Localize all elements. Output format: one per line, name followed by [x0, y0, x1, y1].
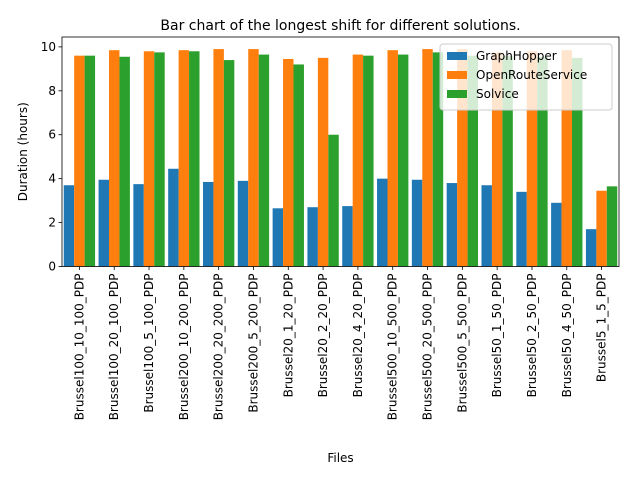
bar-openrouteservice [387, 50, 398, 267]
x-tick-label: Brussel500_20_500_PDP [421, 274, 435, 421]
bar-solvice [84, 55, 96, 267]
bar-openrouteservice [143, 51, 155, 267]
x-tick-label: Brussel20_1_20_PDP [281, 274, 295, 398]
bar-solvice [293, 64, 304, 267]
legend-swatch [447, 90, 467, 98]
bar-graphhopper [272, 208, 284, 267]
y-tick-label: 2 [48, 216, 56, 230]
bar-openrouteservice [283, 58, 294, 267]
bar-graphhopper [516, 191, 527, 267]
x-tick-label: Brussel500_10_500_PDP [386, 274, 400, 421]
y-tick-label: 0 [48, 260, 56, 274]
legend-label: OpenRouteService [476, 68, 587, 82]
y-tick-label: 8 [48, 84, 56, 98]
bar-graphhopper [411, 179, 423, 267]
x-tick-label: Brussel200_20_200_PDP [212, 274, 226, 421]
bar-openrouteservice [561, 50, 573, 267]
bar-openrouteservice [422, 49, 433, 267]
x-tick-label: Brussel50_1_50_PDP [490, 274, 504, 398]
bar-openrouteservice [596, 190, 607, 267]
x-tick-label: Brussel100_20_100_PDP [107, 274, 121, 421]
legend-swatch [447, 52, 467, 60]
bar-graphhopper [377, 178, 388, 267]
x-tick-label: Brussel200_5_200_PDP [246, 274, 260, 413]
legend-box [439, 43, 613, 111]
bar-graphhopper [307, 207, 318, 267]
bar-graphhopper [551, 202, 562, 267]
x-tick-label: Brussel200_10_200_PDP [177, 274, 191, 421]
y-tick-label: 10 [41, 40, 56, 54]
bar-openrouteservice [108, 50, 120, 267]
y-axis-label: Duration (hours) [16, 102, 30, 201]
x-tick-label: Brussel50_4_50_PDP [560, 274, 574, 398]
bar-solvice [223, 60, 235, 267]
x-tick-label: Brussel20_2_20_PDP [316, 274, 330, 398]
x-tick-label: Brussel500_5_500_PDP [455, 274, 469, 413]
y-axis: 0 2 4 6 8 10 [41, 40, 62, 274]
bar-openrouteservice [526, 51, 538, 267]
bar-graphhopper [585, 229, 597, 267]
legend: GraphHopper OpenRouteService Solvice [439, 43, 613, 111]
x-tick-label: Brussel100_5_100_PDP [142, 274, 156, 413]
bar-graphhopper [481, 185, 492, 267]
bar-solvice [363, 55, 374, 267]
bar-openrouteservice [352, 54, 364, 267]
bar-solvice [537, 56, 548, 267]
x-tick-label: Brussel50_2_50_PDP [525, 274, 539, 398]
bar-solvice [502, 55, 513, 267]
x-tick-label: Brussel5_1_5_PDP [595, 274, 609, 383]
bar-solvice [397, 54, 409, 267]
bar-solvice [119, 56, 130, 267]
bar-openrouteservice [74, 55, 85, 267]
x-tick-label: Brussel20_4_20_PDP [351, 274, 365, 398]
x-tick-label: Brussel100_10_100_PDP [72, 274, 86, 421]
bar-openrouteservice [457, 49, 468, 267]
bar-solvice [572, 57, 583, 267]
bar-openrouteservice [248, 49, 259, 267]
bar-openrouteservice [213, 49, 224, 267]
bar-solvice [328, 134, 339, 267]
x-axis-label: Files [327, 451, 353, 465]
bar-graphhopper [98, 179, 109, 267]
chart-title: Bar chart of the longest shift for diffe… [160, 18, 520, 34]
bars-group [63, 49, 618, 267]
legend-label: GraphHopper [476, 49, 557, 63]
legend-label: Solvice [476, 87, 519, 101]
bar-graphhopper [237, 180, 249, 267]
bar-graphhopper [133, 184, 144, 267]
bar-graphhopper [202, 181, 214, 267]
bar-graphhopper [63, 185, 75, 267]
bar-solvice [154, 52, 165, 267]
bar-openrouteservice [178, 50, 190, 267]
y-tick-label: 4 [48, 172, 56, 186]
x-axis: Brussel100_10_100_PDP Brussel100_20_100_P… [72, 266, 609, 421]
bar-graphhopper [168, 168, 179, 267]
bar-solvice [606, 186, 618, 267]
bar-openrouteservice [491, 52, 503, 267]
y-tick-label: 6 [48, 128, 56, 142]
bar-solvice [432, 52, 444, 267]
bar-solvice [189, 51, 200, 267]
bar-solvice [258, 54, 270, 267]
bar-openrouteservice [317, 57, 329, 267]
legend-swatch [447, 71, 467, 79]
plot-frame [61, 36, 620, 267]
bar-graphhopper [342, 206, 353, 267]
bar-graphhopper [446, 183, 458, 267]
bar-solvice [467, 55, 479, 267]
